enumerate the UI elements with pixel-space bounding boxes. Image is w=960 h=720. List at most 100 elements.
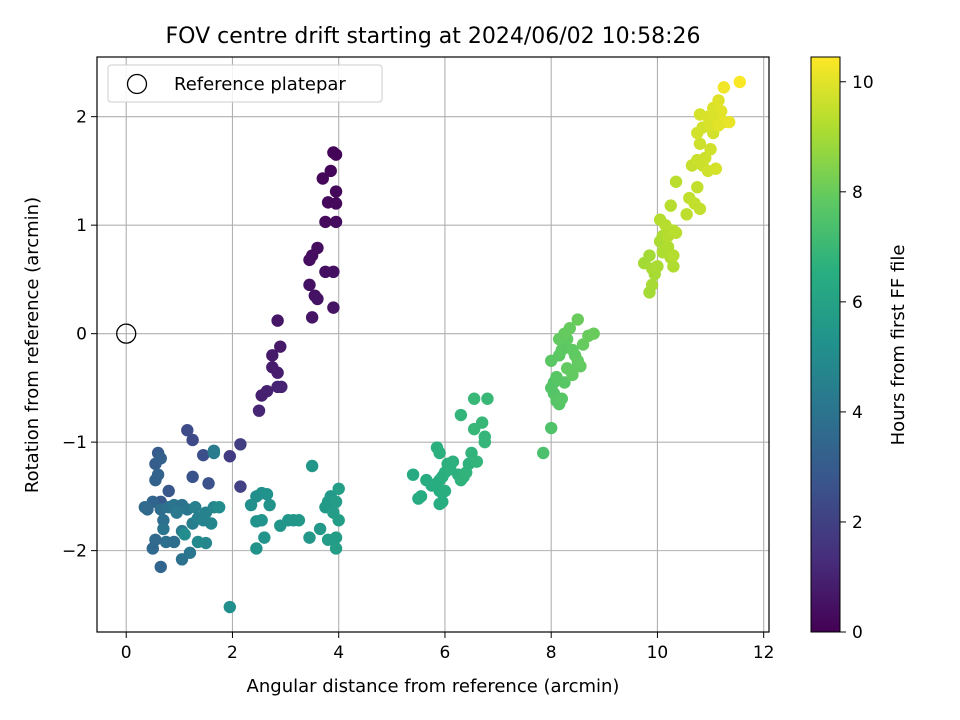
data-point — [329, 495, 343, 509]
data-point — [234, 438, 247, 451]
data-point — [664, 199, 677, 212]
data-point — [667, 249, 680, 262]
data-point — [263, 498, 276, 512]
data-point — [327, 301, 340, 314]
data-point — [571, 354, 584, 367]
chart-title: FOV centre drift starting at 2024/06/02 … — [166, 24, 701, 49]
data-point — [186, 433, 199, 447]
data-point — [444, 463, 457, 476]
x-tick-label: 4 — [333, 643, 344, 663]
data-point — [197, 514, 210, 527]
y-tick-label: −2 — [62, 542, 87, 562]
data-point — [255, 514, 268, 527]
data-point — [197, 448, 210, 462]
data-point — [733, 75, 746, 89]
legend-label: Reference platepar — [174, 74, 346, 95]
colorbar-ticks: 0 2 4 6 8 10 — [840, 73, 874, 643]
x-tick-label: 8 — [546, 643, 557, 663]
data-point — [321, 533, 335, 546]
data-point — [467, 422, 481, 436]
data-point — [454, 408, 468, 422]
x-tick-label: 6 — [440, 643, 451, 663]
colorbar-tick-label: 2 — [852, 513, 863, 533]
data-point — [305, 459, 319, 473]
data-point — [651, 260, 664, 273]
data-point — [138, 501, 152, 514]
x-tick-label: 10 — [647, 643, 669, 663]
y-axis-label: Rotation from reference (arcmin) — [22, 197, 43, 493]
plot-frame — [96, 56, 770, 633]
data-point — [643, 249, 656, 262]
data-point — [266, 349, 279, 362]
data-point — [311, 292, 324, 306]
x-tick-label: 0 — [121, 643, 132, 663]
data-point — [303, 278, 316, 292]
data-point — [669, 226, 683, 239]
data-point — [329, 185, 343, 198]
data-point — [146, 542, 159, 555]
data-point — [712, 119, 725, 132]
data-point — [481, 392, 494, 405]
data-point — [691, 180, 704, 194]
y-tick-label: 1 — [76, 216, 87, 236]
data-point — [467, 392, 481, 405]
colorbar-tick-label: 8 — [852, 183, 863, 203]
data-point — [305, 311, 319, 324]
colorbar-tick-label: 4 — [852, 403, 863, 423]
data-point — [157, 522, 170, 536]
data-point — [207, 444, 221, 458]
data-point — [722, 115, 736, 129]
data-point — [438, 484, 452, 498]
y-tick-label: −1 — [62, 433, 87, 453]
data-point — [414, 490, 428, 503]
data-point — [319, 215, 332, 229]
data-point — [191, 535, 205, 549]
data-point — [252, 404, 266, 417]
data-point — [552, 332, 566, 346]
x-tick-label: 12 — [753, 643, 775, 663]
data-point — [324, 164, 337, 178]
data-point — [183, 546, 197, 560]
data-point — [250, 542, 263, 555]
data-point — [329, 197, 343, 210]
y-tick-label: 0 — [76, 325, 87, 345]
data-point — [717, 81, 731, 94]
data-point — [643, 286, 656, 299]
data-point — [329, 542, 343, 555]
colorbar-tick-label: 10 — [852, 73, 874, 93]
data-point — [223, 450, 237, 463]
legend: Reference platepar — [107, 64, 383, 103]
data-point — [303, 531, 316, 544]
data-points — [116, 75, 746, 614]
data-point — [433, 446, 446, 460]
colorbar-tick-label: 0 — [852, 623, 863, 643]
data-point — [550, 370, 563, 384]
data-point — [313, 522, 327, 536]
data-point — [292, 514, 306, 527]
data-point — [223, 600, 237, 614]
data-point — [212, 501, 226, 514]
data-point — [303, 253, 316, 267]
data-point — [271, 314, 284, 327]
data-point — [693, 202, 707, 216]
data-point — [332, 514, 345, 527]
data-point — [189, 501, 202, 514]
x-axis-label: Angular distance from reference (arcmin) — [247, 676, 620, 697]
colorbar-gradient — [810, 56, 841, 633]
data-point — [170, 506, 183, 519]
data-point — [478, 430, 491, 443]
data-point — [470, 455, 484, 468]
y-axis-ticks: −2 −1 0 1 2 — [62, 108, 97, 562]
data-point — [693, 137, 707, 150]
data-point — [329, 215, 343, 229]
colorbar: 0 2 4 6 8 10 Hours from first FF file — [810, 56, 909, 643]
data-point — [327, 265, 340, 279]
data-point — [162, 484, 175, 498]
legend-box — [107, 64, 383, 103]
data-point — [244, 498, 258, 512]
data-point — [178, 528, 191, 541]
data-point — [167, 535, 181, 549]
data-point — [316, 172, 329, 185]
data-point — [332, 482, 345, 495]
